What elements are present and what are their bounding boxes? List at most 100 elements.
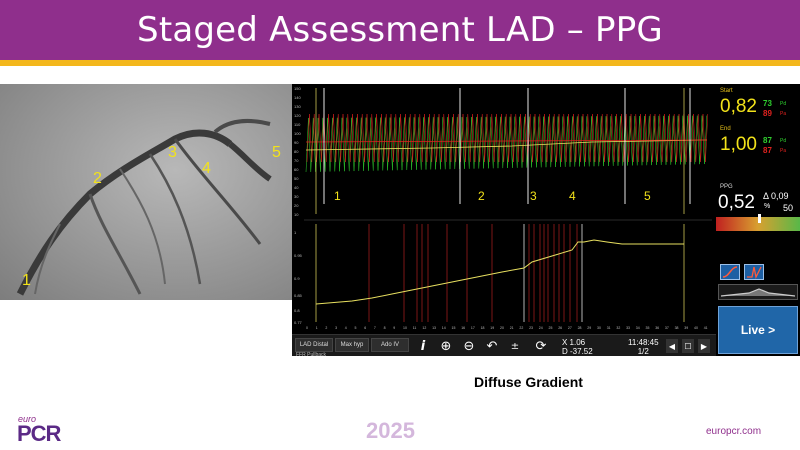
redo-icon[interactable]: ⟳	[535, 338, 547, 354]
prev-icon[interactable]: ◀	[666, 339, 678, 353]
accent-strip	[0, 60, 800, 66]
angio-label-4: 4	[202, 160, 211, 177]
x-axis-tick: 8	[384, 326, 386, 330]
undo-icon[interactable]: ↶	[486, 338, 498, 354]
x-axis-tick: 10	[403, 326, 407, 330]
top-axis-tick: 10	[294, 212, 299, 217]
top-axis-tick: 30	[294, 194, 299, 199]
x-axis-tick: 37	[665, 326, 669, 330]
angio-label-1: 1	[22, 272, 31, 289]
x-axis-tick: 19	[490, 326, 494, 330]
pullback-plot: 150 140 130 120 110 100 90 80 70 60 50 40 30 20 10 1 0.9…	[292, 84, 716, 334]
delta-value: Δ 0,09	[763, 191, 789, 201]
bottom-axis-tick: 0.8	[294, 308, 300, 313]
x-axis-tick: 23	[529, 326, 533, 330]
end-pa-tag: Pa	[780, 148, 787, 154]
d-readout: D -37.52	[562, 347, 593, 356]
x-axis-tick: 4	[345, 326, 347, 330]
x-axis-tick: 0	[306, 326, 308, 330]
top-axis-tick: 100	[294, 131, 301, 136]
end-value: 1,00	[720, 134, 757, 155]
page-indicator: 1/2	[637, 347, 649, 356]
title-bar: Staged Assessment LAD – PPG	[0, 0, 800, 60]
angio-label-2: 2	[93, 170, 102, 187]
segment-label-1: 1	[334, 189, 341, 203]
end-label: End	[720, 126, 731, 132]
lock-icon[interactable]: ☐	[682, 339, 694, 353]
x-axis-tick: 39	[684, 326, 688, 330]
top-axis-tick: 40	[294, 185, 299, 190]
slide-title: Staged Assessment LAD – PPG	[137, 10, 663, 50]
start-pa-tag: Pa	[780, 111, 787, 117]
cursor-readout: X 1.06 D -37.52	[562, 338, 593, 356]
x-axis-tick: 13	[432, 326, 436, 330]
pa-mean-line	[305, 139, 708, 143]
x-axis-tick: 38	[675, 326, 679, 330]
top-axis-tick: 70	[294, 158, 299, 163]
top-axis-tick: 90	[294, 140, 299, 145]
ado-iv-button[interactable]: Ado IV	[371, 338, 409, 352]
x-axis-tick: 14	[442, 326, 446, 330]
lad-distal-button[interactable]: LAD Distal	[295, 338, 333, 352]
bottom-axis-tick: 0.95	[294, 253, 303, 258]
bottom-axis-tick: 0.77	[294, 320, 303, 325]
live-button[interactable]: Live >	[718, 306, 798, 354]
end-pa: 87	[763, 136, 772, 145]
pressure-monitor: 150 140 130 120 110 100 90 80 70 60 50 40 30 20 10 1 0.9…	[292, 84, 800, 358]
info-icon[interactable]: i	[420, 338, 426, 354]
waveform-thumbnail[interactable]	[718, 284, 798, 300]
x-axis-tick: 41	[704, 326, 708, 330]
next-icon[interactable]: ▶	[698, 339, 710, 353]
x-axis-tick: 18	[481, 326, 485, 330]
x-axis-tick: 27	[568, 326, 572, 330]
bottom-axis-tick: 0.85	[294, 293, 303, 298]
top-axis-tick: 140	[294, 95, 301, 100]
x-axis-tick: 40	[694, 326, 698, 330]
x-axis-tick: 34	[636, 326, 640, 330]
x-axis-tick: 26	[558, 326, 562, 330]
angio-label-3: 3	[168, 144, 177, 161]
max-hyp-button[interactable]: Max hyp	[335, 338, 369, 352]
top-axis-tick: 110	[294, 122, 301, 127]
x-axis-tick: 7	[374, 326, 376, 330]
x-axis-tick: 3	[335, 326, 337, 330]
x-axis-tick: 12	[422, 326, 426, 330]
ffr-pullback-label: FFR Pullback	[296, 352, 327, 358]
x-readout: X 1.06	[562, 338, 586, 347]
top-axis-tick: 150	[294, 86, 301, 91]
zoom-in-icon[interactable]: ⊕	[440, 338, 452, 354]
monitor-toolbar: LAD Distal Max hyp Ado IV FFR Pullback i…	[292, 334, 716, 358]
segment-label-4: 4	[569, 189, 576, 203]
x-axis-tick: 6	[364, 326, 366, 330]
segment-label-2: 2	[478, 189, 485, 203]
x-axis-tick: 22	[519, 326, 523, 330]
x-axis-tick: 25	[549, 326, 553, 330]
x-axis-tick: 9	[393, 326, 395, 330]
plus-minus-icon[interactable]: ±	[510, 340, 520, 352]
end-pd-tag: Pd	[780, 138, 787, 144]
top-axis-tick: 50	[294, 176, 299, 181]
start-pa: 73	[763, 99, 772, 108]
x-axis-tick: 16	[461, 326, 465, 330]
zoom-out-icon[interactable]: ⊖	[463, 338, 475, 354]
x-axis-tick: 35	[646, 326, 650, 330]
time-value: 11:48:45	[628, 338, 659, 347]
start-label: Start	[720, 88, 733, 94]
ppg-unit: %	[764, 203, 771, 210]
ppg-value: 0,52	[718, 192, 755, 213]
x-axis-tick: 15	[452, 326, 456, 330]
gradient-view-button[interactable]	[744, 264, 764, 280]
x-axis-tick: 30	[597, 326, 601, 330]
x-axis-tick: 36	[655, 326, 659, 330]
bottom-axis-tick: 1	[294, 230, 297, 235]
x-axis-tick: 17	[471, 326, 475, 330]
x-axis-tick: 1	[316, 326, 318, 330]
x-axis-tick: 11	[413, 326, 417, 330]
caption: Diffuse Gradient	[474, 374, 583, 390]
delta-sub: 50	[783, 203, 794, 213]
logo-euro: euro	[18, 414, 37, 424]
x-axis-tick: 31	[607, 326, 611, 330]
x-axis-tick: 28	[578, 326, 582, 330]
curve-view-button[interactable]	[720, 264, 740, 280]
